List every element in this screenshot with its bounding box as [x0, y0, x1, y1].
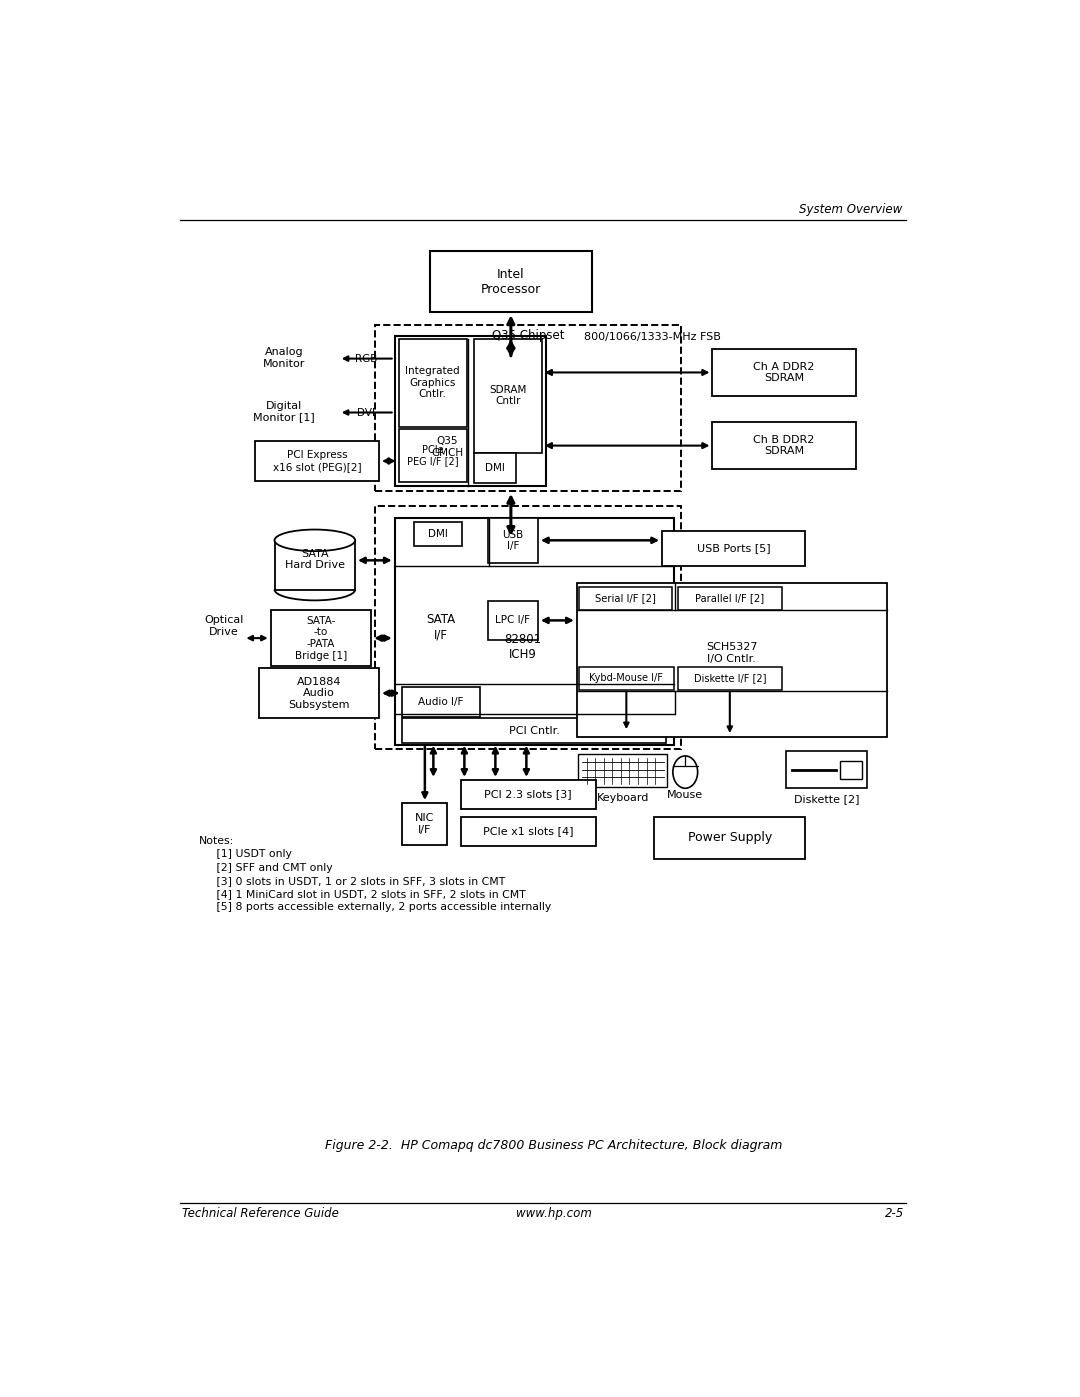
Bar: [677, 587, 782, 609]
Text: SATA
I/F: SATA I/F: [427, 613, 456, 641]
Bar: [474, 453, 516, 483]
Bar: [579, 587, 672, 609]
Bar: [662, 531, 806, 566]
Bar: [399, 338, 467, 427]
Ellipse shape: [274, 529, 355, 550]
Text: SATA-
-to
-PATA
Bridge [1]: SATA- -to -PATA Bridge [1]: [295, 616, 347, 661]
Text: [2] SFF and CMT only: [2] SFF and CMT only: [199, 862, 333, 873]
Text: Diskette I/F [2]: Diskette I/F [2]: [693, 673, 766, 683]
Text: Kybd-Mouse I/F: Kybd-Mouse I/F: [590, 673, 663, 683]
Text: PCI Cntlr.: PCI Cntlr.: [509, 725, 559, 735]
Bar: [579, 666, 674, 690]
Text: Keyboard: Keyboard: [596, 792, 649, 802]
Text: [4] 1 MiniCard slot in USDT, 2 slots in SFF, 2 slots in CMT: [4] 1 MiniCard slot in USDT, 2 slots in …: [199, 888, 525, 898]
Text: Figure 2-2.  HP Comapq dc7800 Business PC Architecture, Block diagram: Figure 2-2. HP Comapq dc7800 Business PC…: [325, 1139, 782, 1153]
Bar: [577, 584, 887, 738]
Text: Parallel I/F [2]: Parallel I/F [2]: [696, 594, 765, 604]
Text: Integrated
Graphics
Cntlr.: Integrated Graphics Cntlr.: [405, 366, 460, 400]
Text: PCI Express
x16 slot (PEG)[2]: PCI Express x16 slot (PEG)[2]: [273, 450, 362, 472]
Bar: [677, 666, 782, 690]
Text: Analog
Monitor: Analog Monitor: [262, 346, 305, 369]
Text: SCH5327
I/O Cntlr.: SCH5327 I/O Cntlr.: [706, 643, 757, 664]
Bar: [375, 507, 681, 749]
Bar: [488, 601, 538, 640]
Bar: [430, 251, 592, 313]
Text: SDRAM
Cntlr: SDRAM Cntlr: [489, 384, 526, 407]
Text: [1] USDT only: [1] USDT only: [199, 849, 292, 859]
Text: USB Ports [5]: USB Ports [5]: [697, 543, 770, 553]
Text: [5] 8 ports accessible externally, 2 ports accessible internally: [5] 8 ports accessible externally, 2 por…: [199, 902, 551, 912]
Bar: [460, 817, 596, 847]
Bar: [403, 803, 447, 845]
Text: www.hp.com: www.hp.com: [515, 1207, 592, 1220]
Text: Audio I/F: Audio I/F: [418, 697, 463, 707]
Text: Q35 Chipset: Q35 Chipset: [492, 330, 565, 342]
Text: LPC I/F: LPC I/F: [496, 616, 530, 626]
Bar: [488, 518, 538, 563]
Text: SATA
Hard Drive: SATA Hard Drive: [285, 549, 345, 570]
Text: RGB: RGB: [354, 353, 377, 363]
Bar: [460, 780, 596, 809]
Bar: [713, 349, 855, 397]
Ellipse shape: [673, 756, 698, 788]
Bar: [274, 541, 355, 590]
Bar: [259, 668, 379, 718]
Text: DVI: DVI: [357, 408, 375, 418]
Bar: [399, 429, 467, 482]
Text: Diskette [2]: Diskette [2]: [794, 793, 860, 805]
Bar: [403, 718, 666, 743]
Bar: [255, 441, 379, 481]
Bar: [474, 338, 542, 453]
Text: Ch B DDR2
SDRAM: Ch B DDR2 SDRAM: [754, 434, 814, 457]
Text: Digital
Monitor [1]: Digital Monitor [1]: [253, 401, 314, 422]
Text: Technical Reference Guide: Technical Reference Guide: [181, 1207, 338, 1220]
Text: PCIe
PEG I/F [2]: PCIe PEG I/F [2]: [407, 444, 458, 467]
Bar: [403, 687, 480, 717]
Text: Power Supply: Power Supply: [688, 831, 772, 844]
Text: 2-5: 2-5: [885, 1207, 904, 1220]
Text: DMI: DMI: [428, 529, 448, 539]
Bar: [375, 326, 681, 490]
Bar: [414, 522, 462, 546]
Text: Mouse: Mouse: [667, 791, 703, 800]
Text: AD1884
Audio
Subsystem: AD1884 Audio Subsystem: [288, 676, 350, 710]
Bar: [713, 422, 855, 469]
Text: System Overview: System Overview: [799, 204, 902, 217]
Text: DMI: DMI: [485, 462, 505, 474]
Text: [3] 0 slots in USDT, 1 or 2 slots in SFF, 3 slots in CMT: [3] 0 slots in USDT, 1 or 2 slots in SFF…: [199, 876, 504, 886]
Bar: [394, 335, 545, 486]
Text: 800/1066/1333-MHz FSB: 800/1066/1333-MHz FSB: [584, 332, 721, 342]
Bar: [578, 754, 667, 787]
Text: PCI 2.3 slots [3]: PCI 2.3 slots [3]: [485, 789, 572, 799]
Bar: [840, 760, 862, 780]
Text: Optical
Drive: Optical Drive: [204, 615, 244, 637]
Text: Serial I/F [2]: Serial I/F [2]: [595, 594, 656, 604]
Text: USB
I/F: USB I/F: [502, 529, 524, 552]
Bar: [786, 752, 867, 788]
Text: Q35
GMCH: Q35 GMCH: [431, 436, 463, 458]
Bar: [394, 518, 674, 745]
Text: NIC
I/F: NIC I/F: [415, 813, 434, 835]
Text: PCIe x1 slots [4]: PCIe x1 slots [4]: [483, 827, 573, 837]
Text: Notes:: Notes:: [199, 837, 233, 847]
Bar: [654, 817, 806, 859]
Text: 82801
ICH9: 82801 ICH9: [504, 633, 541, 661]
Text: Ch A DDR2
SDRAM: Ch A DDR2 SDRAM: [754, 362, 814, 383]
Text: Intel
Processor: Intel Processor: [481, 268, 541, 296]
Bar: [271, 610, 372, 666]
